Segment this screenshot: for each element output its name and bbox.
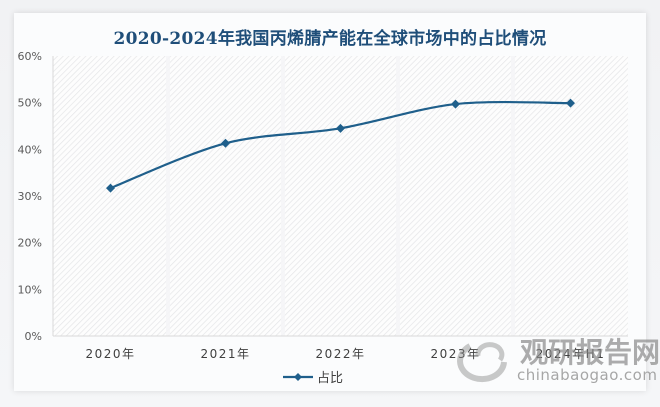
x-tick-label: 2021年 — [200, 347, 250, 361]
y-tick-label: 30% — [18, 190, 42, 203]
x-tick-label: 2023年 — [430, 347, 480, 361]
watermark-text-en: chinabaogao.com — [517, 366, 657, 384]
x-axis-ticks: 2020年 2021年 2022年 2023年 2024年H1 — [85, 347, 606, 361]
watermark-logo-icon — [457, 342, 507, 383]
diamond-marker-icon — [451, 99, 460, 109]
x-tick-label: 2020年 — [85, 347, 135, 361]
plot-area — [53, 56, 628, 336]
category-separator — [396, 56, 400, 336]
category-bands — [166, 56, 515, 336]
diamond-marker-icon — [106, 183, 115, 193]
y-tick-label: 50% — [18, 97, 42, 110]
legend: 占比 — [283, 371, 343, 386]
category-separator — [281, 56, 285, 336]
diamond-marker-icon — [336, 123, 345, 133]
y-tick-label: 0% — [25, 330, 42, 343]
series-line — [106, 98, 575, 193]
y-axis-ticks: 0% 10% 20% 30% 40% 50% 60% — [18, 50, 42, 343]
axes — [52, 56, 628, 337]
y-tick-label: 60% — [18, 50, 42, 63]
category-separator — [166, 56, 170, 336]
chart-title: 2020-2024年我国丙烯腈产能在全球市场中的占比情况 — [113, 29, 547, 49]
legend-diamond-icon — [294, 373, 302, 381]
diamond-marker-icon — [221, 138, 230, 148]
x-tick-label: 2024年H1 — [536, 347, 606, 361]
category-separator — [511, 56, 515, 336]
x-tick-label: 2022年 — [315, 347, 365, 361]
watermark-text-cn: 观研报告网 — [520, 336, 660, 369]
y-tick-label: 20% — [18, 237, 42, 250]
y-tick-label: 10% — [18, 283, 42, 296]
y-tick-label: 40% — [18, 143, 42, 156]
legend-label: 占比 — [317, 371, 343, 386]
diamond-marker-icon — [566, 98, 575, 108]
